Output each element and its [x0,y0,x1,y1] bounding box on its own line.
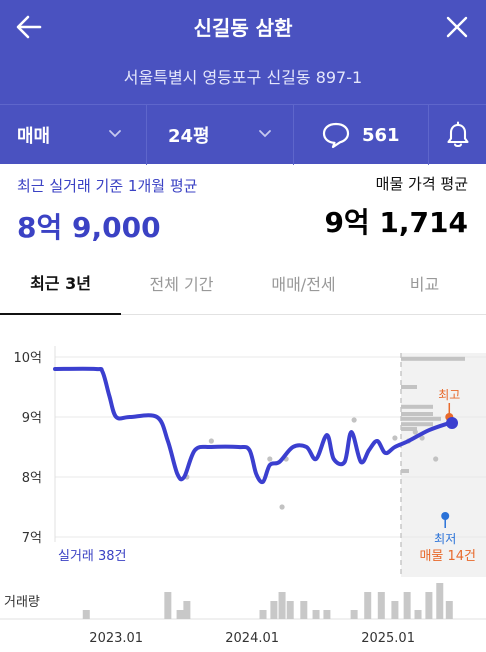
speech-bubble-icon [322,122,350,149]
volume-bar [259,610,267,619]
tab-sale-lease[interactable]: 매매/전세 [271,274,336,294]
listing-histogram-bar [401,404,433,409]
chevron-down-icon [259,130,271,138]
trade-scatter-point [392,435,398,441]
page-title: 신길동 삼환 [193,16,293,40]
tab-recent-3y[interactable]: 최근 3년 [0,250,121,315]
listing-histogram-bar [401,469,409,473]
toolbar-divider [428,105,429,165]
listing-price-value: 9억 1,714 [324,206,468,239]
volume-bar [445,601,453,619]
tab-all-period[interactable]: 전체 기간 [149,274,214,294]
listing-count-label: 매물 14건 [419,549,476,564]
chevron-down-icon [109,130,121,138]
toolbar-divider [293,105,294,165]
volume-bar [312,610,320,619]
volume-bar [270,601,278,619]
volume-bar [425,592,433,619]
x-tick-label: 2025.01 [361,631,415,646]
volume-bar [286,601,294,619]
comments-button[interactable]: 561 [294,105,428,165]
trade-scatter-point [412,429,418,435]
x-tick-label: 2023.01 [89,631,143,646]
recent-price-value: 8억 9,000 [17,211,161,244]
size-dropdown[interactable]: 24평 [147,105,293,165]
volume-bar [278,592,286,619]
low-marker-dot [441,512,450,520]
y-tick-label: 9억 [22,411,42,426]
trade-count-label: 실거래 38건 [58,549,127,564]
trade-scatter-point [433,456,439,462]
volume-bar [350,610,358,619]
volume-label: 거래량 [4,595,40,610]
bell-icon [447,121,469,147]
low-marker-label: 최저 [434,532,456,546]
y-tick-label: 8억 [22,471,42,486]
listing-histogram-bar [401,412,433,416]
volume-bar [403,592,411,619]
volume-bar [377,592,385,619]
period-tabs: 최근 3년 전체 기간 매매/전세 비교 [0,250,486,315]
listing-price-label: 매물 가격 평균 [375,175,468,193]
volume-bar [176,610,184,619]
trade-type-label: 매매 [17,126,51,147]
trade-scatter-point [351,417,357,423]
volume-bar [164,592,172,619]
y-tick-label: 10억 [13,351,42,366]
current-price-dot [446,417,459,429]
trade-scatter-point [267,456,273,462]
trade-scatter-point [419,435,425,441]
toolbar-divider [146,105,147,165]
arrow-left-icon[interactable] [14,12,44,42]
listing-histogram-bar [401,385,417,389]
volume-bar [300,601,308,619]
high-marker-label: 최고 [438,388,460,402]
recent-price-label: 최근 실거래 기준 1개월 평균 [17,177,198,195]
close-icon[interactable] [444,14,470,40]
filter-toolbar: 매매 24평 561 [0,104,486,165]
listing-histogram-bar [401,422,433,427]
app-header: 신길동 삼환 서울특별시 영등포구 신길동 897-1 매매 24평 561 [0,0,486,165]
trade-type-dropdown[interactable]: 매매 [0,105,146,165]
volume-bar [436,583,444,619]
trade-scatter-point [279,504,285,510]
trade-price-line [53,366,452,485]
volume-bar [414,610,422,619]
comment-count: 561 [362,124,400,146]
listing-histogram-bar [401,356,465,361]
alert-button[interactable] [429,105,486,165]
volume-bar [391,601,399,619]
volume-bar [323,610,331,619]
listing-histogram-bar [401,427,417,431]
x-tick-label: 2024.01 [225,631,279,646]
volume-bar [364,592,372,619]
address-text: 서울특별시 영등포구 신길동 897-1 [123,68,363,87]
listing-area-background [401,353,486,577]
trade-scatter-point [208,438,214,444]
tab-compare[interactable]: 비교 [409,274,440,294]
volume-bar [82,610,90,619]
size-label: 24평 [168,126,210,147]
y-tick-label: 7억 [22,531,42,546]
listing-histogram-bar [401,416,441,421]
volume-bar [183,601,191,619]
